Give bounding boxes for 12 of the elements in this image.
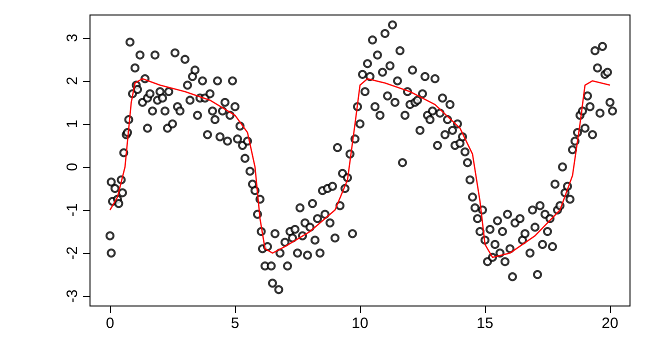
y-tick-label: -2 [64,246,81,260]
y-tick-label: 2 [64,76,81,86]
x-tick-label: 15 [476,315,494,332]
x-tick-label: 20 [602,315,618,332]
y-tick-label: 0 [64,162,81,172]
y-tick-label: 1 [64,120,81,128]
x-tick-label: 10 [352,315,368,332]
x-tick-label: 0 [106,315,114,332]
y-tick-label: 3 [64,34,81,42]
y-tick-label: -3 [64,289,81,303]
x-tick-label: 5 [230,315,240,332]
y-tick-label: -1 [64,203,81,217]
